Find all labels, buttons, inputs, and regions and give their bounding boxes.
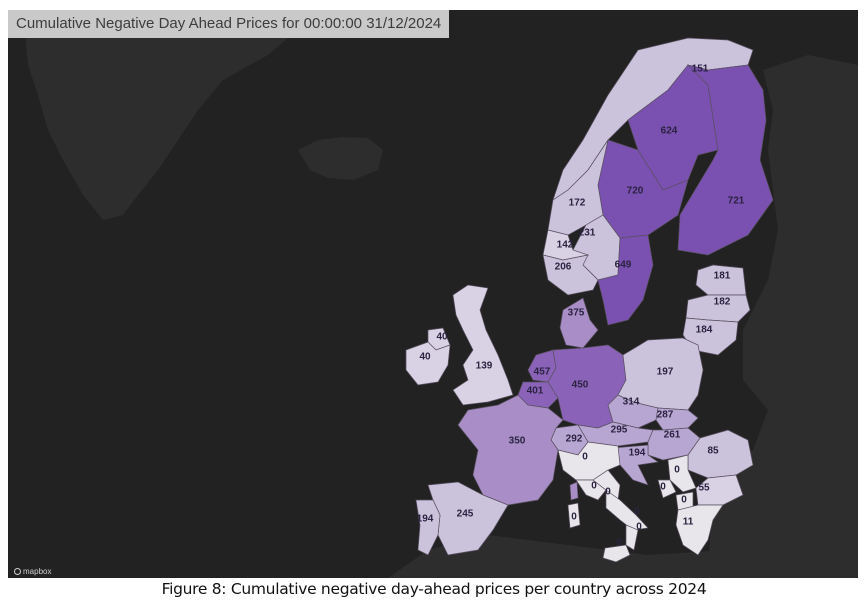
region-IT-S xyxy=(605,489,649,531)
region-DK xyxy=(559,297,599,349)
label-GR: 11 xyxy=(682,516,694,528)
russia-landmass xyxy=(708,55,858,578)
label-RS: 0 xyxy=(674,464,680,476)
choropleth-map[interactable]: Cumulative Negative Day Ahead Prices for… xyxy=(8,10,858,578)
region-PT xyxy=(415,499,441,556)
label-NO5: 142 xyxy=(556,239,574,251)
region-ME xyxy=(657,479,677,499)
region-IT-SAR xyxy=(567,502,581,529)
label-SI-HR: 194 xyxy=(628,447,646,459)
region-IT-CAL xyxy=(625,524,639,551)
region-GB xyxy=(452,284,514,406)
map-title: Cumulative Negative Day Ahead Prices for… xyxy=(8,10,450,38)
label-IE: 40 xyxy=(419,351,431,363)
label-CZ: 314 xyxy=(622,396,640,408)
label-SE2: 720 xyxy=(626,185,644,197)
map-canvas xyxy=(23,10,858,578)
label-DK: 375 xyxy=(567,307,585,319)
label-NO1: 231 xyxy=(578,227,596,239)
label-DE: 450 xyxy=(571,379,589,391)
label-SK: 287 xyxy=(656,409,674,421)
label-MK: 0 xyxy=(681,494,687,506)
label-BG: 55 xyxy=(698,482,710,494)
label-IT-CN: 0 xyxy=(591,480,597,492)
region-GR xyxy=(675,504,724,556)
label-IT-SIC: 0 xyxy=(616,537,622,549)
region-SI-HR xyxy=(612,444,659,486)
label-IT-S: 0 xyxy=(634,506,640,518)
figure-caption: Figure 8: Cumulative negative day-ahead … xyxy=(161,580,707,598)
label-LV: 182 xyxy=(713,296,731,308)
region-IT-SIC xyxy=(602,544,631,563)
label-NO2: 206 xyxy=(554,261,572,273)
label-CH: 292 xyxy=(565,433,583,445)
label-EE: 181 xyxy=(713,270,731,282)
region-IE xyxy=(405,341,451,386)
label-IT-SAR: 0 xyxy=(571,511,577,523)
label-SE3: 649 xyxy=(614,259,632,271)
region-IT-C xyxy=(592,469,621,501)
mapbox-logo-icon xyxy=(14,568,21,575)
label-PL: 197 xyxy=(656,366,674,378)
label-ME: 0 xyxy=(660,481,666,493)
turkey-landmass xyxy=(708,470,858,550)
greenland-landmass xyxy=(23,10,308,220)
label-GB: 139 xyxy=(475,360,493,372)
label-FI: 721 xyxy=(727,195,745,207)
label-PT: 194 xyxy=(416,513,434,525)
region-PL xyxy=(617,337,704,411)
region-IT-CN xyxy=(575,479,607,501)
region-SE3 xyxy=(597,234,654,326)
north-africa-landmass xyxy=(388,535,768,578)
mapbox-attribution-text: mapbox xyxy=(23,567,52,576)
label-NO4: 151 xyxy=(691,63,709,75)
label-NO3: 172 xyxy=(568,197,586,209)
label-IT-N: 0 xyxy=(582,451,588,463)
label-IE-NI: 40 xyxy=(436,331,448,343)
iceland-landmass xyxy=(298,137,383,180)
region-IT-N xyxy=(557,441,621,481)
label-IT-C: 0 xyxy=(605,486,611,498)
label-NL: 457 xyxy=(533,366,551,378)
mapbox-attribution[interactable]: mapbox xyxy=(14,567,51,576)
label-LT: 184 xyxy=(695,324,713,336)
label-HU: 261 xyxy=(663,429,681,441)
label-IT-CAL: 0 xyxy=(636,521,642,533)
label-BE: 401 xyxy=(526,385,544,397)
label-ES: 245 xyxy=(456,508,474,520)
corsica xyxy=(569,481,579,501)
region-FI xyxy=(677,64,774,256)
region-FR xyxy=(457,394,564,506)
label-SE1: 624 xyxy=(660,125,678,137)
label-RO: 85 xyxy=(707,445,719,457)
label-AT: 295 xyxy=(610,424,628,436)
label-FR: 350 xyxy=(508,435,526,447)
